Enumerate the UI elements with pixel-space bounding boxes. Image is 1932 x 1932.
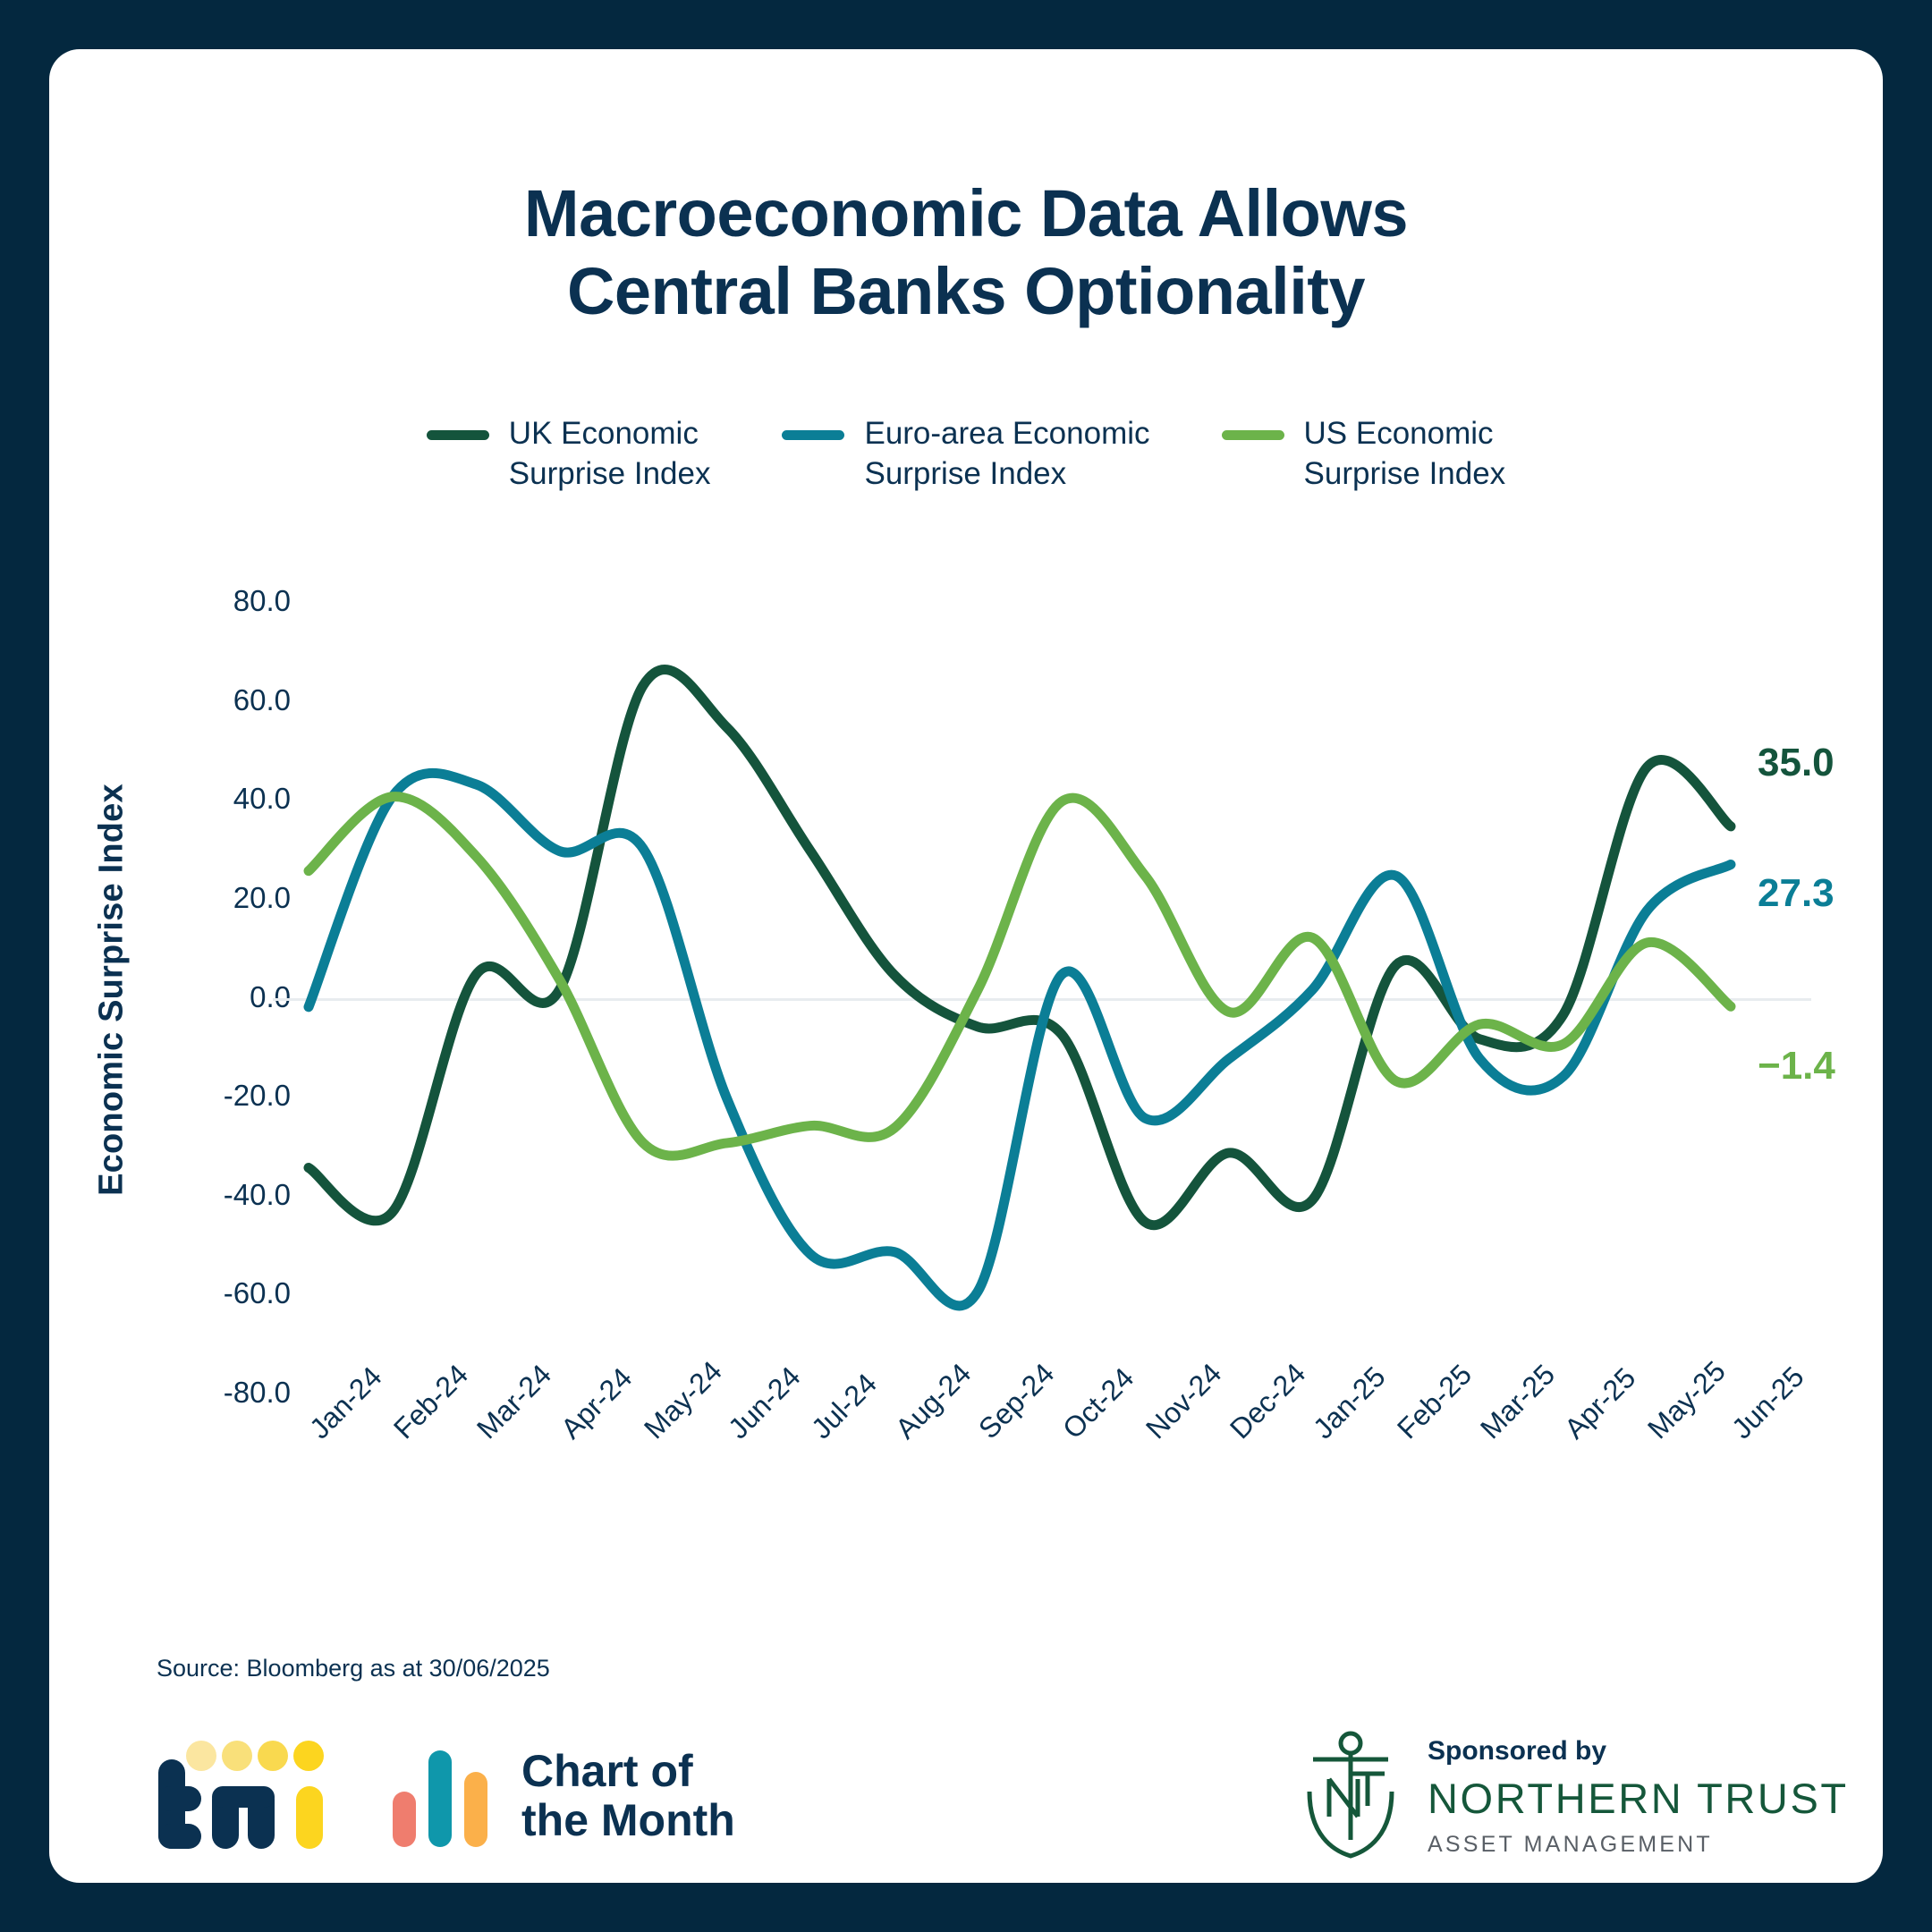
legend-item-us: US Economic Surprise Index (1221, 414, 1506, 495)
series-line-0 (303, 665, 1736, 1230)
northern-trust-text: Sponsored by NORTHERN TRUST ASSET MANAGE… (1428, 1727, 1849, 1858)
tmi-logo[interactable] (157, 1740, 335, 1856)
legend-swatch-us (1221, 430, 1284, 440)
y-axis-tick: -80.0 (223, 1376, 291, 1409)
y-axis-tick: 20.0 (233, 880, 291, 914)
series-line-2 (303, 792, 1736, 1161)
legend-swatch-uk (426, 430, 489, 440)
northern-trust-logo[interactable]: Sponsored by NORTHERN TRUST ASSET MANAGE… (1297, 1727, 1849, 1861)
sponsor-subtitle: ASSET MANAGEMENT (1428, 1832, 1713, 1857)
y-axis-tick: 0.0 (250, 979, 291, 1013)
y-axis-tick: 60.0 (233, 682, 291, 716)
series-end-label-1: 27.3 (1758, 871, 1835, 916)
y-axis-tick: 40.0 (233, 782, 291, 816)
y-axis-tick: -20.0 (223, 1079, 291, 1113)
series-end-label-2: −1.4 (1758, 1044, 1835, 1089)
footer: Chart of the Month Sponsored by NORTHE (49, 1731, 1883, 1883)
legend-label-euro: Euro-area Economic Surprise Index (864, 416, 1150, 491)
title-line-1: Macroeconomic Data Allows (523, 176, 1409, 250)
legend-label-us: US Economic Surprise Index (1303, 416, 1506, 491)
legend-swatch-euro (782, 430, 845, 440)
sponsored-by-label: Sponsored by (1428, 1736, 1607, 1766)
anchor-icon (1307, 1731, 1394, 1859)
legend-item-euro: Euro-area Economic Surprise Index (782, 414, 1150, 495)
chart-of-the-month-logo[interactable]: Chart of the Month (389, 1738, 735, 1854)
chart-svg (273, 665, 1811, 1311)
chart-of-the-month-text: Chart of the Month (521, 1746, 735, 1845)
source-note: Source: Bloomberg as at 30/06/2025 (157, 1655, 550, 1682)
bar-chart-icon (393, 1750, 487, 1847)
y-axis-tick: -40.0 (223, 1177, 291, 1211)
y-axis-tick: 80.0 (233, 584, 291, 617)
series-end-label-0: 35.0 (1758, 740, 1835, 784)
title-line-2: Central Banks Optionality (566, 254, 1366, 329)
page-title: Macroeconomic Data Allows Central Banks … (49, 174, 1883, 331)
chart-legend: UK Economic Surprise Index Euro-area Eco… (49, 414, 1883, 495)
chart-plot-area: Economic Surprise Index 80.0 60.0 40.0 20.0… (49, 550, 1883, 1588)
y-axis-tick: -60.0 (223, 1276, 291, 1310)
legend-label-uk: UK Economic Surprise Index (508, 416, 711, 491)
legend-item-uk: UK Economic Surprise Index (426, 414, 711, 495)
sponsor-name: NORTHERN TRUST (1428, 1775, 1849, 1822)
chart-card: Macroeconomic Data Allows Central Banks … (49, 49, 1883, 1883)
series-line-1 (303, 767, 1736, 1311)
